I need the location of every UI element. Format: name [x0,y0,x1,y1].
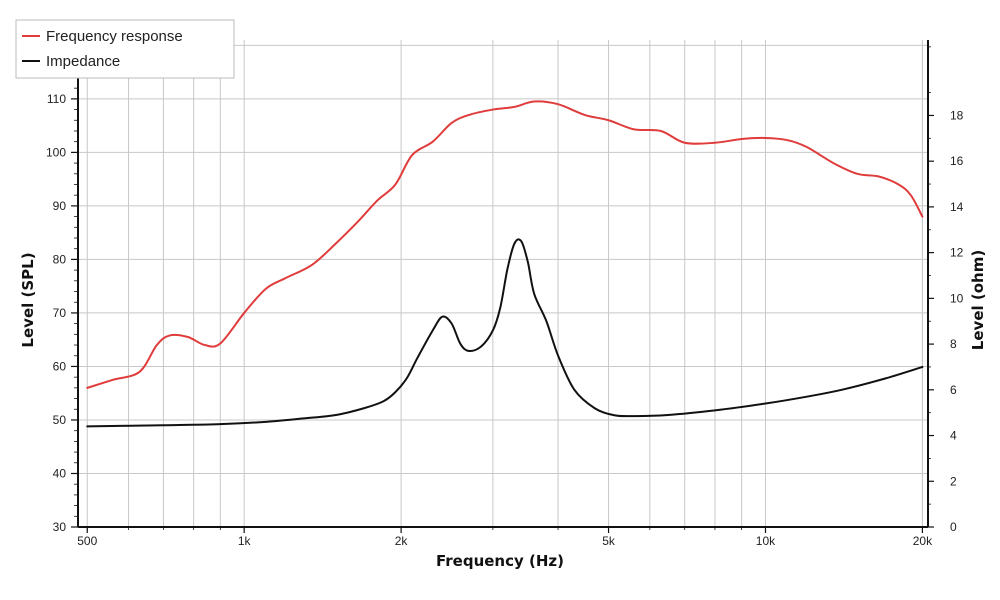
series-line-impedance [86,238,924,428]
series-line-frequency-response [86,100,924,389]
y-tick-label-right: 12 [950,246,964,260]
legend-box [15,19,235,79]
y-tick-label-right: 8 [950,337,957,351]
y-tick-label-right: 4 [950,429,957,443]
y-tick-label-left: 80 [53,252,67,266]
y-tick-label-right: 14 [950,200,964,214]
y-tick-label-right: 16 [950,154,964,168]
x-axis-title: Frequency (Hz) [436,552,564,570]
tick-labels: 3040506070809010011012002468101214161850… [46,38,964,548]
legend-label-frequency-response: Frequency response [46,28,183,45]
y-tick-label-left: 40 [53,466,67,480]
y-tick-label-left: 60 [53,359,67,373]
y-tick-label-left: 110 [47,92,66,106]
axes [71,40,934,533]
x-tick-label: 2k [395,534,409,548]
x-tick-label: 10k [756,534,776,548]
x-tick-label: 1k [238,534,252,548]
x-tick-label: 20k [913,534,933,548]
y-axis-right-title: Level (ohm) [969,250,987,350]
y-tick-label-right: 10 [950,291,964,305]
y-tick-label-right: 6 [950,383,957,397]
x-tick-label: 5k [602,534,616,548]
grid [78,40,928,528]
legend-label-impedance: Impedance [46,53,120,70]
y-tick-label-left: 70 [53,306,67,320]
y-tick-label-right: 2 [950,474,957,488]
x-tick-label: 500 [77,534,97,548]
y-tick-label-right: 0 [950,520,957,534]
y-tick-label-left: 90 [53,199,67,213]
y-axis-left-title: Level (SPL) [19,252,37,347]
legend: Frequency response Impedance [15,19,235,79]
y-tick-label-right: 18 [950,108,964,122]
series-layer [86,100,924,428]
y-tick-label-left: 30 [53,520,67,534]
y-tick-label-left: 50 [53,413,67,427]
y-tick-label-left: 100 [46,145,66,159]
